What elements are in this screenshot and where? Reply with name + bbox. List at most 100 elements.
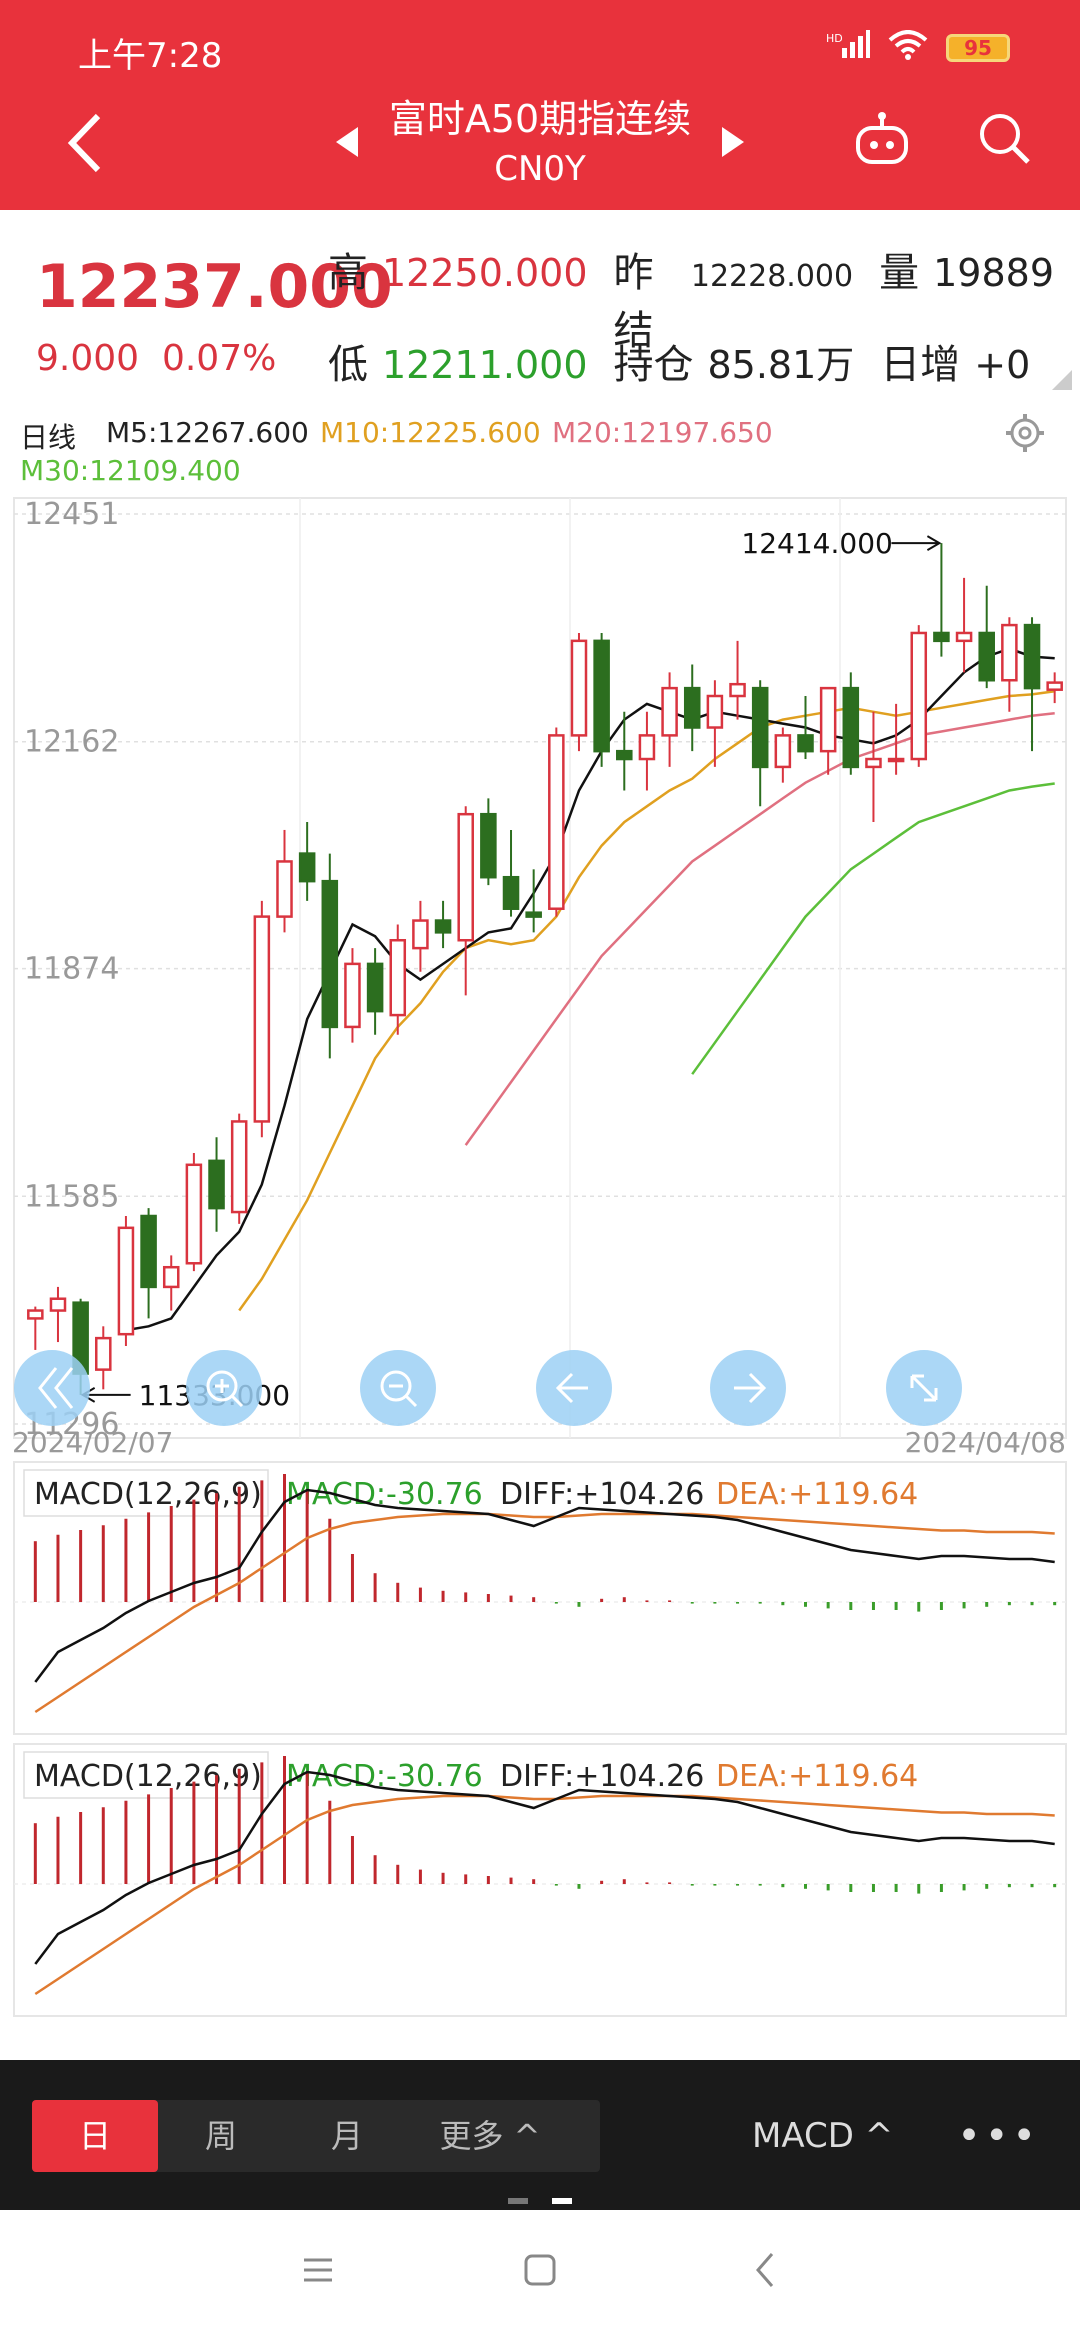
network-label: HD [826,32,843,45]
daily-increase-value: +0 [974,343,1031,387]
candle [276,829,293,933]
zoom-in-icon[interactable] [186,1350,262,1426]
candle-body [321,879,339,1029]
low-value: 12211.000 [382,343,588,387]
candle-body [910,631,928,761]
menu-icon[interactable] [300,2252,336,2288]
macd-title: MACD(12,26,9) [34,1759,262,1794]
period-tabs: 日 周 月 更多 ^ [32,2100,600,2172]
candle-body [706,694,724,729]
fullscreen-icon[interactable] [886,1350,962,1426]
high-annotation: 12414.000 [741,527,892,560]
candle-body [457,812,474,942]
prev-contract-icon[interactable] [334,125,360,159]
candle-body [797,734,814,753]
candle-body [978,631,995,682]
indicator-select[interactable]: MACD ^ [752,2116,894,2156]
candle-body [230,1120,248,1214]
candle [117,1216,135,1346]
candle-body [95,1336,112,1371]
candle-body [570,639,588,737]
wifi-icon [888,30,928,66]
candle [389,924,407,1035]
candle-body [548,734,565,910]
candle [661,672,678,767]
price-change: 9.000 0.07% [36,338,276,379]
candle-body [638,734,656,761]
app-header: 上午7:28 HD 95 富时A50期指连续 CN0Y [0,0,1080,210]
page-dot-1 [508,2198,528,2204]
zoom-button-bg [186,1350,262,1426]
tab-day[interactable]: 日 [32,2100,158,2172]
candle [525,869,542,933]
zoom-button-bg [14,1350,90,1426]
search-icon[interactable] [976,110,1034,168]
back-arrow-icon[interactable] [60,108,110,178]
more-menu-icon[interactable]: ••• [957,2113,1040,2159]
y-tick-label: 12162 [24,725,119,760]
candle [1046,672,1063,704]
low-label: 低 [328,342,368,388]
volume-label: 量 [879,250,920,296]
ma20-legend: M20:12197.650 [552,416,773,449]
candle [978,585,995,689]
zoom-out-icon[interactable] [360,1350,436,1426]
macd-title: MACD(12,26,9) [34,1477,262,1512]
candle [208,1137,225,1232]
x-start-date: 2024/02/07 [12,1426,173,1459]
zoom-button-bg [360,1350,436,1426]
status-time: 上午7:28 [78,36,223,76]
magnifier-lens [380,1370,412,1402]
quote-panel: 12237.000 9.000 0.07% 高 12250.000 昨结 122… [0,210,1080,400]
chart-area[interactable]: 日线 M5:12267.600 M10:12225.600 M20:12197.… [0,400,1080,2060]
prev-settle-value: 12228.000 [690,259,854,294]
robot-assistant-icon[interactable] [852,110,912,170]
next-contract-icon[interactable] [720,125,746,159]
candle [321,853,339,1059]
pan-right-icon[interactable] [710,1350,786,1426]
candle-body [480,812,497,879]
candle [548,727,565,917]
candle [955,577,973,673]
tab-week[interactable]: 周 [204,2117,237,2155]
candle [140,1208,157,1319]
candle-body [1023,623,1041,690]
candle [910,625,928,767]
title-block: 富时A50期指连续 CN0Y [0,95,1080,195]
candle-body [729,682,746,698]
candle-body [298,852,316,883]
dea-line [34,1512,1055,1714]
tab-month[interactable]: 月 [330,2117,363,2155]
tab-more[interactable]: 更多 ^ [439,2117,541,2155]
status-icons: HD 95 [826,30,1010,66]
candle [49,1286,67,1343]
candle [933,543,950,657]
settings-gear-icon[interactable] [1004,412,1046,454]
pan-left-icon[interactable] [536,1350,612,1426]
quote-row-1: 高 12250.000 昨结 12228.000 量 19889 [328,240,1080,356]
corner-expand-icon [1052,370,1072,390]
candle [502,829,520,917]
open-interest-label: 持仓 [613,342,694,388]
magnifier-handle [404,1394,418,1408]
candle-body [525,911,542,918]
system-nav-bar [0,2210,1080,2340]
candle [412,900,429,972]
zoom-glyph [910,1374,938,1402]
scroll-left-icon[interactable] [14,1350,90,1426]
candle [774,727,792,783]
candle [1023,617,1041,752]
candle [185,1152,203,1272]
signal-icon: HD [826,30,870,66]
candle [819,686,837,775]
back-nav-icon[interactable] [748,2250,784,2290]
home-icon[interactable] [522,2252,558,2288]
candle-body [185,1163,203,1265]
candle [751,680,769,807]
candle [480,798,497,886]
candle-body [819,686,837,753]
candle-body [117,1226,135,1336]
diff-value: DIFF:+104.26 [500,1759,704,1794]
candle-body [616,749,633,761]
